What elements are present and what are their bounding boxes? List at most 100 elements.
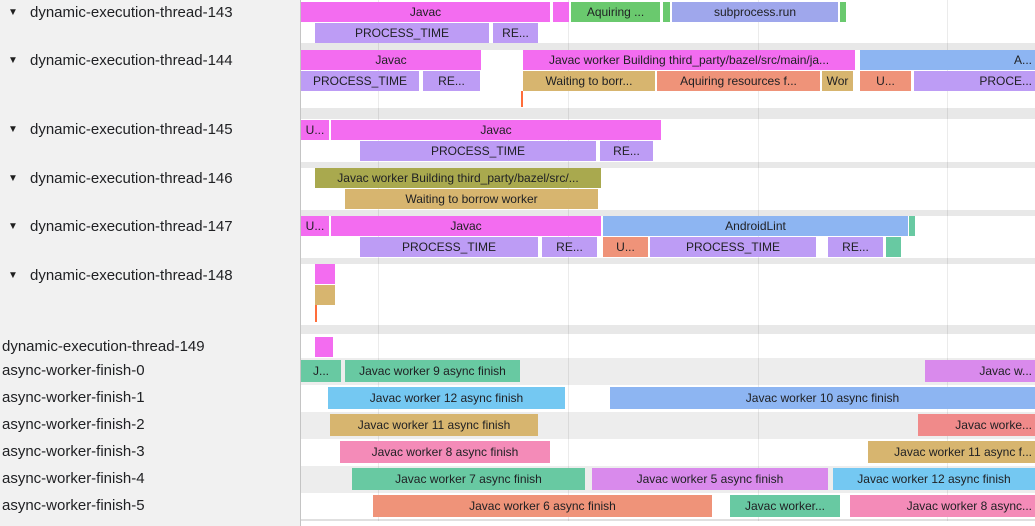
track-label: dynamic-execution-thread-144 <box>30 52 233 69</box>
timeline-span[interactable]: Javac worker 11 async f... <box>868 441 1035 463</box>
row-band <box>301 162 1035 168</box>
timeline-span[interactable]: Javac worker 10 async finish <box>610 387 1035 409</box>
instant-event-tick[interactable] <box>521 91 523 107</box>
timeline-span[interactable] <box>315 337 333 357</box>
row-band <box>301 325 1035 334</box>
grid-line <box>378 0 379 521</box>
track-label: dynamic-execution-thread-148 <box>30 267 233 284</box>
expander-triangle-icon[interactable]: ▼ <box>8 124 18 135</box>
track-row-dynamic-execution-thread-147[interactable]: ▼ dynamic-execution-thread-147 <box>0 216 300 238</box>
timeline-span[interactable]: Javac worker 9 async finish <box>345 360 520 382</box>
timeline-span[interactable]: Aquiring ... <box>571 2 660 22</box>
expander-triangle-icon[interactable]: ▼ <box>8 7 18 18</box>
timeline-span[interactable]: Javac worker 6 async finish <box>373 495 712 517</box>
track-label: dynamic-execution-thread-147 <box>30 218 233 235</box>
timeline-span[interactable]: Javac worker 5 async finish <box>592 468 828 490</box>
track-label: async-worker-finish-0 <box>2 362 145 379</box>
track-row-async-worker-finish-2[interactable]: async-worker-finish-2 <box>0 414 300 436</box>
track-row-dynamic-execution-thread-148[interactable]: ▼ dynamic-execution-thread-148 <box>0 265 300 287</box>
timeline-span[interactable]: RE... <box>600 141 653 161</box>
track-label: async-worker-finish-3 <box>2 443 145 460</box>
track-label: dynamic-execution-thread-143 <box>30 4 233 21</box>
track-row-dynamic-execution-thread-144[interactable]: ▼ dynamic-execution-thread-144 <box>0 50 300 72</box>
timeline-span[interactable]: U... <box>301 120 329 140</box>
timeline-span[interactable] <box>663 2 670 22</box>
timeline-span[interactable]: Javac worker 12 async finish <box>328 387 565 409</box>
timeline-span[interactable]: Javac worker 7 async finish <box>352 468 585 490</box>
timeline-span[interactable]: PROCESS_TIME <box>650 237 816 257</box>
timeline-span[interactable]: Javac worker Building third_party/bazel/… <box>315 168 601 188</box>
timeline-span[interactable]: Javac <box>331 120 661 140</box>
expander-triangle-icon[interactable]: ▼ <box>8 173 18 184</box>
timeline-span[interactable]: Javac worker 11 async finish <box>330 414 538 436</box>
grid-line <box>758 0 759 521</box>
timeline-span[interactable]: Waiting to borr... <box>523 71 655 91</box>
track-label: dynamic-execution-thread-149 <box>2 338 205 355</box>
instant-event-tick[interactable] <box>315 305 317 322</box>
grid-line <box>568 0 569 521</box>
timeline-span[interactable]: RE... <box>542 237 597 257</box>
row-band <box>301 519 1035 521</box>
timeline-span[interactable] <box>315 264 335 284</box>
timeline-span[interactable]: Javac <box>301 2 550 22</box>
timeline-span[interactable]: Javac worker Building third_party/bazel/… <box>523 50 855 70</box>
timeline-span[interactable]: Aquiring resources f... <box>657 71 820 91</box>
timeline-span[interactable]: PROCESS_TIME <box>360 141 596 161</box>
timeline-span[interactable] <box>553 2 569 22</box>
timeline-span[interactable]: Javac w... <box>925 360 1035 382</box>
track-row-dynamic-execution-thread-145[interactable]: ▼ dynamic-execution-thread-145 <box>0 119 300 141</box>
timeline-span[interactable]: RE... <box>493 23 538 43</box>
expander-triangle-icon[interactable]: ▼ <box>8 221 18 232</box>
timeline-span[interactable]: U... <box>603 237 648 257</box>
track-row-dynamic-execution-thread-146[interactable]: ▼ dynamic-execution-thread-146 <box>0 168 300 190</box>
row-band <box>301 108 1035 119</box>
timeline-span[interactable]: subprocess.run <box>672 2 838 22</box>
timeline-span[interactable] <box>315 285 335 305</box>
track-label: async-worker-finish-5 <box>2 497 145 514</box>
track-label: async-worker-finish-1 <box>2 389 145 406</box>
timeline-span[interactable]: Waiting to borrow worker <box>345 189 598 209</box>
timeline-span[interactable]: RE... <box>423 71 480 91</box>
timeline-panel[interactable]: Javac Aquiring ... subprocess.run PROCESS_T… <box>301 0 1035 526</box>
track-label: async-worker-finish-4 <box>2 470 145 487</box>
timeline-span[interactable]: PROCE... <box>914 71 1035 91</box>
timeline-span[interactable]: Javac <box>331 216 601 236</box>
row-band <box>301 210 1035 216</box>
track-row-async-worker-finish-1[interactable]: async-worker-finish-1 <box>0 387 300 409</box>
row-band <box>301 258 1035 264</box>
timeline-span[interactable] <box>909 216 915 236</box>
track-row-async-worker-finish-0[interactable]: async-worker-finish-0 <box>0 360 300 382</box>
timeline-span[interactable]: U... <box>860 71 911 91</box>
timeline-span[interactable]: Javac worker 8 async... <box>850 495 1035 517</box>
track-row-dynamic-execution-thread-143[interactable]: ▼ dynamic-execution-thread-143 <box>0 2 300 24</box>
row-band <box>301 43 1035 50</box>
track-row-async-worker-finish-5[interactable]: async-worker-finish-5 <box>0 495 300 517</box>
expander-triangle-icon[interactable]: ▼ <box>8 270 18 281</box>
timeline-span[interactable]: PROCESS_TIME <box>360 237 538 257</box>
timeline-span[interactable]: AndroidLint <box>603 216 908 236</box>
timeline-span[interactable]: Javac worker 12 async finish <box>833 468 1035 490</box>
track-row-async-worker-finish-3[interactable]: async-worker-finish-3 <box>0 441 300 463</box>
timeline-span[interactable]: RE... <box>828 237 883 257</box>
timeline-span[interactable]: A... <box>860 50 1035 70</box>
timeline-span[interactable]: Javac worker... <box>730 495 840 517</box>
timeline-span[interactable]: PROCESS_TIME <box>301 71 419 91</box>
expander-triangle-icon[interactable]: ▼ <box>8 55 18 66</box>
timeline-span[interactable]: Javac worker 8 async finish <box>340 441 550 463</box>
timeline-span[interactable]: J... <box>301 360 341 382</box>
timeline-span[interactable]: Javac worke... <box>918 414 1035 436</box>
timeline-span[interactable] <box>840 2 846 22</box>
timeline-span[interactable]: U... <box>301 216 329 236</box>
timeline-span[interactable]: PROCESS_TIME <box>315 23 489 43</box>
track-label: async-worker-finish-2 <box>2 416 145 433</box>
track-row-async-worker-finish-4[interactable]: async-worker-finish-4 <box>0 468 300 490</box>
track-row-dynamic-execution-thread-149[interactable]: dynamic-execution-thread-149 <box>0 336 300 358</box>
track-name-panel: ▼ dynamic-execution-thread-143 ▼ dynamic-ex… <box>0 0 301 526</box>
grid-line <box>947 0 948 521</box>
timeline-span[interactable]: Javac <box>301 50 481 70</box>
track-label: dynamic-execution-thread-146 <box>30 170 233 187</box>
timeline-span[interactable]: Wor <box>822 71 853 91</box>
track-label: dynamic-execution-thread-145 <box>30 121 233 138</box>
timeline-span[interactable] <box>886 237 901 257</box>
